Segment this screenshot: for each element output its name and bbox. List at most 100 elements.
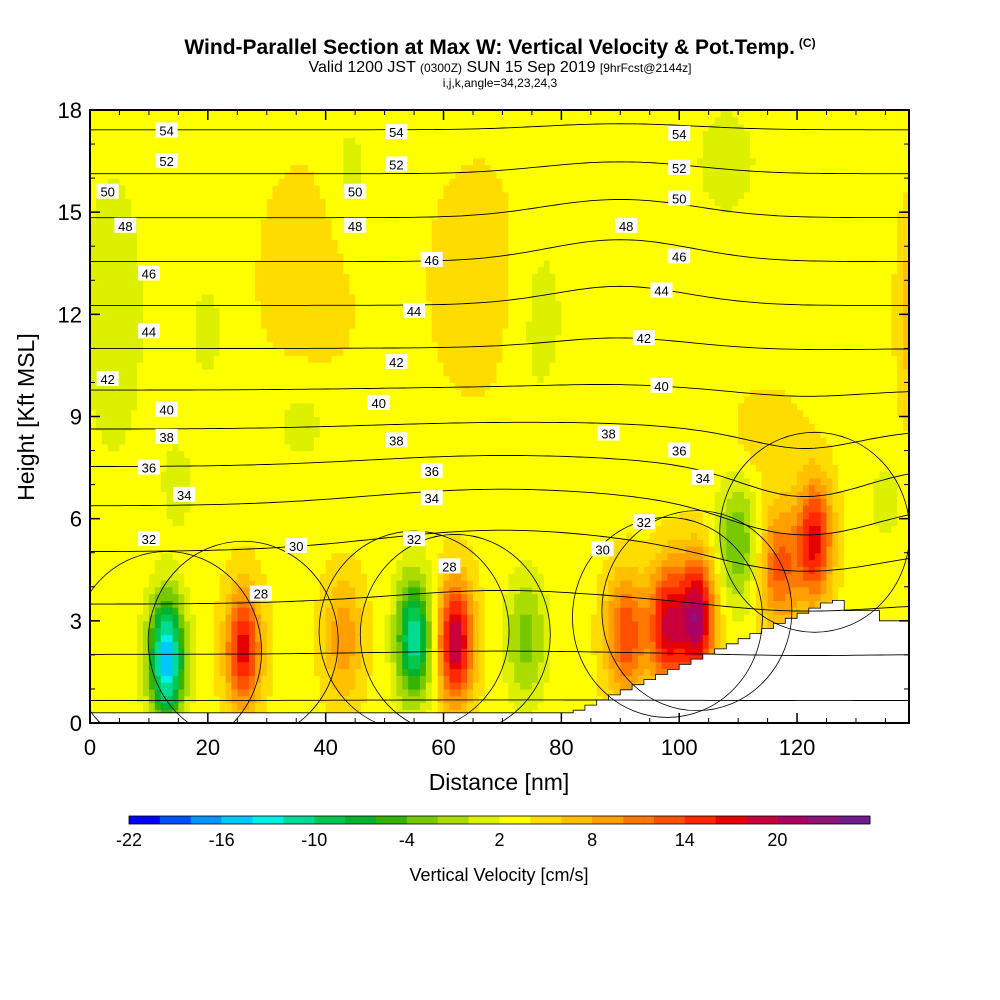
- w-cell: [119, 423, 126, 431]
- w-cell: [184, 436, 191, 445]
- w-cell: [272, 654, 280, 663]
- w-cell: [266, 130, 274, 138]
- w-cell: [184, 137, 191, 145]
- w-cell: [143, 362, 150, 370]
- w-cell: [384, 668, 392, 676]
- w-cell: [319, 178, 327, 186]
- w-cell: [343, 334, 350, 343]
- w-cell: [237, 573, 244, 581]
- w-cell: [178, 436, 185, 445]
- w-cell: [243, 477, 250, 486]
- w-cell: [302, 280, 309, 288]
- w-cell: [296, 314, 303, 322]
- w-cell: [207, 334, 215, 343]
- w-cell: [196, 409, 203, 418]
- w-cell: [148, 470, 156, 479]
- w-cell: [278, 641, 286, 649]
- w-cell: [137, 348, 144, 356]
- w-cell: [378, 137, 386, 145]
- w-cell: [372, 307, 380, 315]
- w-cell: [178, 566, 185, 574]
- w-cell: [308, 505, 315, 513]
- w-cell: [131, 532, 138, 540]
- w-cell: [113, 212, 121, 220]
- w-cell: [107, 110, 115, 118]
- w-cell: [402, 375, 409, 384]
- w-cell: [319, 586, 327, 595]
- w-cell: [243, 232, 250, 241]
- w-cell: [190, 545, 197, 554]
- w-cell: [119, 137, 126, 145]
- w-cell: [249, 171, 256, 179]
- w-cell: [148, 436, 156, 445]
- w-cell: [266, 205, 274, 213]
- w-cell: [166, 552, 174, 561]
- w-cell: [337, 287, 344, 295]
- w-cell: [207, 171, 215, 179]
- w-cell: [361, 505, 368, 513]
- w-cell: [119, 348, 126, 356]
- w-cell: [101, 423, 109, 431]
- w-cell: [260, 198, 268, 206]
- w-cell: [372, 607, 380, 615]
- w-cell: [378, 334, 386, 343]
- w-cell: [107, 470, 115, 479]
- w-cell: [325, 341, 333, 349]
- w-cell: [366, 648, 374, 656]
- w-cell: [272, 368, 280, 377]
- w-cell: [278, 614, 286, 622]
- w-cell: [125, 464, 132, 472]
- w-cell: [190, 239, 197, 247]
- w-cell: [337, 375, 344, 384]
- w-cell: [349, 423, 356, 431]
- w-cell: [166, 423, 174, 431]
- w-cell: [308, 634, 315, 642]
- w-cell: [302, 341, 309, 349]
- w-cell: [355, 702, 362, 710]
- w-cell: [372, 368, 380, 377]
- w-cell: [225, 457, 233, 465]
- w-cell: [201, 511, 209, 520]
- w-cell: [160, 144, 168, 152]
- w-cell: [396, 287, 403, 295]
- w-cell: [125, 702, 132, 710]
- w-cell: [408, 287, 415, 295]
- w-cell: [207, 157, 215, 166]
- w-cell: [337, 409, 344, 418]
- copyright-mark: (C): [798, 36, 816, 50]
- w-cell: [343, 110, 350, 118]
- w-cell: [243, 457, 250, 465]
- w-cell: [131, 682, 138, 690]
- w-cell: [296, 130, 303, 138]
- w-cell: [372, 314, 380, 322]
- w-cell: [331, 484, 339, 493]
- w-cell: [390, 470, 397, 479]
- w-cell: [243, 280, 250, 288]
- w-cell: [337, 654, 344, 663]
- w-cell: [302, 293, 309, 302]
- w-cell: [266, 607, 274, 615]
- w-cell: [225, 518, 233, 527]
- w-cell: [266, 396, 274, 404]
- w-cell: [219, 253, 227, 261]
- w-cell: [313, 607, 321, 615]
- w-cell: [402, 566, 409, 574]
- w-cell: [119, 368, 126, 377]
- w-cell: [302, 327, 309, 336]
- w-cell: [95, 559, 103, 567]
- w-cell: [254, 314, 262, 322]
- w-cell: [160, 116, 168, 125]
- w-cell: [266, 334, 274, 343]
- w-cell: [355, 239, 362, 247]
- w-cell: [325, 280, 333, 288]
- w-cell: [325, 539, 333, 547]
- w-cell: [337, 341, 344, 349]
- w-cell: [290, 191, 297, 200]
- w-cell: [343, 314, 350, 322]
- w-cell: [378, 682, 386, 690]
- w-cell: [225, 641, 233, 649]
- w-cell: [408, 266, 415, 275]
- w-cell: [331, 648, 339, 656]
- w-cell: [325, 334, 333, 343]
- w-cell: [178, 348, 185, 356]
